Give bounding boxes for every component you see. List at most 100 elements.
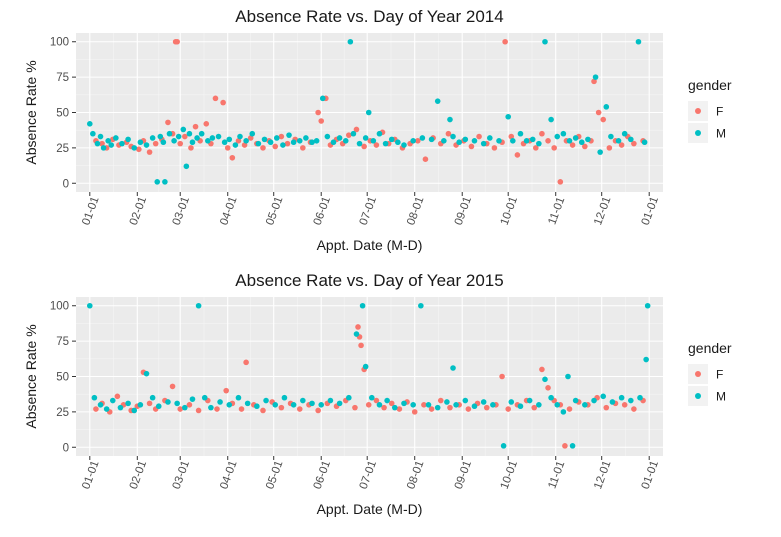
data-point-M <box>143 370 150 377</box>
data-point-M <box>263 397 269 404</box>
data-point-M <box>117 404 124 411</box>
data-point-M <box>296 138 303 144</box>
data-point-M <box>603 104 610 110</box>
data-point-F <box>600 116 607 123</box>
data-point-M <box>309 400 315 407</box>
data-point-M <box>510 138 516 144</box>
data-point-F <box>346 132 352 138</box>
data-point-M <box>350 130 357 137</box>
data-point-M <box>205 138 211 144</box>
data-point-F <box>508 133 515 140</box>
data-point-F <box>243 359 249 366</box>
data-point-F <box>318 118 325 124</box>
data-point-M <box>418 302 424 309</box>
data-point-F <box>146 400 153 407</box>
data-point-M <box>174 400 180 407</box>
data-point-F <box>223 387 229 394</box>
data-point-M <box>353 331 360 337</box>
data-point-M <box>447 116 453 123</box>
data-point-M <box>318 402 325 408</box>
data-point-F <box>476 133 482 140</box>
x-tick-label: 06-01 <box>312 459 333 491</box>
data-point-F <box>353 126 360 133</box>
data-point-M <box>91 394 98 401</box>
x-tick-label: 09-01 <box>453 195 474 227</box>
legend-label-F: F <box>716 368 723 382</box>
data-point-M <box>254 403 260 410</box>
data-point-M <box>180 126 187 133</box>
x-tick-label: 03-01 <box>171 195 192 227</box>
legend-label-M: M <box>716 127 726 141</box>
data-point-M <box>618 394 625 401</box>
data-point-M <box>480 140 487 147</box>
data-point-F <box>136 146 142 153</box>
x-axis-label: Appt. Date (M-D) <box>317 501 423 517</box>
data-point-M <box>346 394 352 401</box>
data-point-M <box>359 302 366 309</box>
chart-2: Absence Rate vs. Day of Year 2015 0 25 50 75… <box>23 271 732 517</box>
data-point-F <box>278 404 285 411</box>
data-point-F <box>428 406 435 412</box>
data-point-M <box>500 443 507 449</box>
data-point-F <box>212 95 219 102</box>
data-point-M <box>566 138 573 144</box>
data-point-F <box>361 143 367 150</box>
data-point-M <box>628 136 634 143</box>
legend-title: gender <box>688 77 732 93</box>
data-point-F <box>566 406 573 412</box>
data-point-M <box>155 403 162 410</box>
data-point-F <box>186 402 193 408</box>
data-point-M <box>100 145 107 151</box>
y-tick-label: 50 <box>56 108 69 120</box>
data-point-F <box>591 78 597 85</box>
data-point-M <box>300 397 306 404</box>
data-point-M <box>419 135 426 141</box>
data-point-F <box>296 406 303 412</box>
data-point-F <box>539 366 545 373</box>
data-point-M <box>401 400 407 407</box>
data-point-F <box>114 393 121 400</box>
data-point-F <box>491 145 498 151</box>
data-point-F <box>447 404 453 411</box>
data-point-M <box>157 133 164 140</box>
data-point-M <box>600 393 607 400</box>
data-point-F <box>241 142 248 148</box>
x-tick-label: 07-01 <box>358 195 379 227</box>
data-point-M <box>441 138 447 144</box>
data-point-F <box>182 133 188 140</box>
data-point-M <box>508 399 515 405</box>
data-point-M <box>86 121 93 127</box>
data-point-M <box>635 38 642 45</box>
data-point-F <box>260 145 266 151</box>
data-point-M <box>608 133 614 140</box>
data-point-F <box>411 409 418 415</box>
data-point-M <box>235 394 242 401</box>
data-point-M <box>582 402 588 408</box>
data-point-M <box>529 136 536 143</box>
data-point-M <box>505 113 512 120</box>
data-point-M <box>410 402 416 408</box>
data-point-F <box>174 38 180 45</box>
data-point-M <box>330 139 337 146</box>
data-point-M <box>162 179 168 185</box>
data-point-F <box>284 140 291 147</box>
data-point-F <box>421 402 427 408</box>
data-point-M <box>376 402 383 408</box>
data-point-F <box>188 145 194 151</box>
x-tick-label: 02-01 <box>128 195 149 227</box>
data-point-F <box>238 406 245 412</box>
data-point-M <box>272 402 279 408</box>
data-point-F <box>532 145 539 151</box>
data-point-M <box>554 402 561 408</box>
data-point-M <box>428 136 435 143</box>
data-point-M <box>471 138 478 144</box>
data-point-F <box>621 402 628 408</box>
data-point-M <box>621 130 628 137</box>
data-point-M <box>226 136 233 143</box>
data-point-M <box>434 404 441 411</box>
data-point-F <box>224 145 231 151</box>
x-tick-label: 04-01 <box>218 195 239 227</box>
y-tick-label: 25 <box>56 407 69 419</box>
